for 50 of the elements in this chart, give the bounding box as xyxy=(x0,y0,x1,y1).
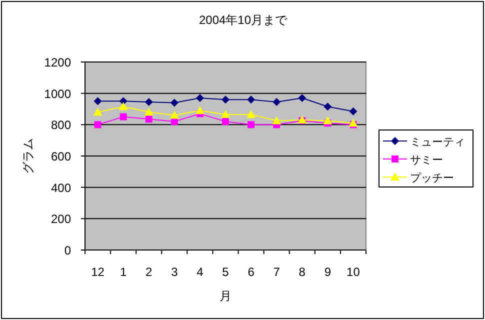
point xyxy=(248,121,255,128)
legend-label: プッチー xyxy=(410,172,454,184)
x-tick-label: 7 xyxy=(273,265,280,279)
x-axis-title: 月 xyxy=(220,289,232,303)
title: 2004年10月まで xyxy=(198,13,288,27)
x-tick-label: 3 xyxy=(171,265,178,279)
y-tick-label: 1200 xyxy=(44,56,72,70)
point xyxy=(93,108,102,116)
y-axis-title: グラム xyxy=(21,138,35,174)
legend-label: ミューティ xyxy=(410,136,465,148)
y-tick-label: 400 xyxy=(50,180,72,195)
point xyxy=(170,98,178,107)
x-tick-label: 6 xyxy=(248,265,255,279)
point xyxy=(118,102,128,110)
x-tick-label: 10 xyxy=(346,265,360,279)
y-tick-label: 200 xyxy=(50,212,72,226)
point xyxy=(246,110,256,118)
point xyxy=(170,110,179,119)
y-tick-label: 600 xyxy=(50,150,72,164)
point xyxy=(349,107,358,116)
x-tick-label: 1 xyxy=(120,265,127,279)
point xyxy=(144,108,154,116)
x-tick-label: 5 xyxy=(222,265,230,279)
y-tick-label: 800 xyxy=(50,118,72,132)
x-tick-label: 9 xyxy=(324,265,332,279)
legend-label: サミー xyxy=(410,154,443,166)
point xyxy=(272,116,282,124)
point xyxy=(94,97,102,106)
point xyxy=(324,102,332,111)
point xyxy=(247,96,256,104)
point xyxy=(94,121,102,128)
y-tick-label: 0 xyxy=(64,244,72,258)
x-tick-label: 12 xyxy=(91,265,105,279)
x-tick-label: 4 xyxy=(196,265,204,279)
point xyxy=(145,116,152,123)
point xyxy=(221,110,230,118)
point xyxy=(298,94,306,102)
point xyxy=(222,96,230,104)
point xyxy=(120,113,127,120)
point xyxy=(348,118,358,127)
point xyxy=(272,98,281,106)
point xyxy=(196,94,204,102)
point xyxy=(323,116,332,124)
point xyxy=(222,118,229,126)
point xyxy=(144,98,153,106)
x-tick-label: 8 xyxy=(298,265,306,279)
x-tick-label: 2 xyxy=(146,265,153,279)
point xyxy=(195,106,204,114)
point xyxy=(119,97,128,106)
y-tick-label: 1000 xyxy=(44,86,72,101)
